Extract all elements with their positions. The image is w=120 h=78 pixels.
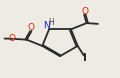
Text: I: I	[83, 53, 87, 63]
Text: H: H	[48, 18, 54, 27]
Text: O: O	[27, 23, 34, 32]
Text: N: N	[43, 21, 49, 30]
Text: O: O	[8, 34, 15, 43]
Text: O: O	[82, 7, 89, 16]
